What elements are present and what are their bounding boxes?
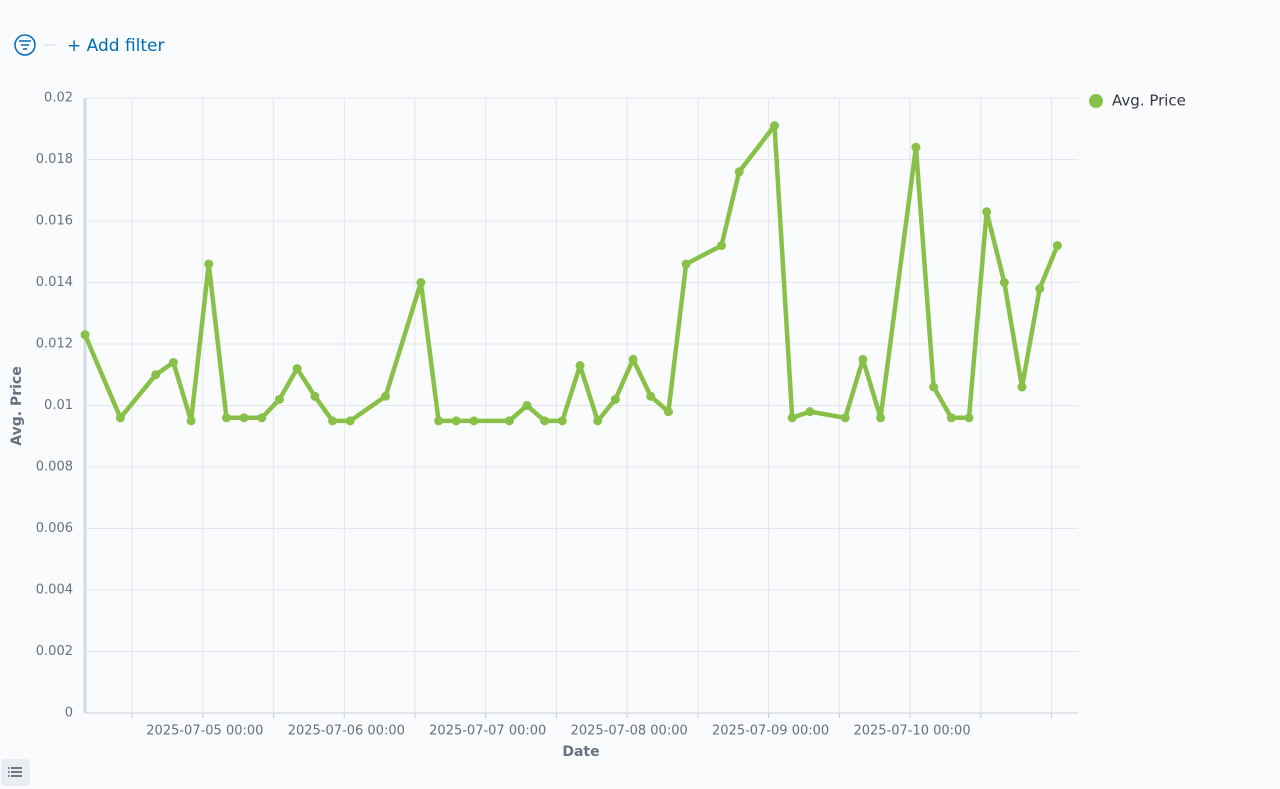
y-tick-label: 0.012 bbox=[36, 337, 73, 352]
legend-toggle[interactable] bbox=[1, 759, 30, 786]
data-point bbox=[345, 416, 355, 426]
data-point bbox=[292, 364, 302, 374]
data-point bbox=[451, 416, 461, 426]
data-point bbox=[469, 416, 479, 426]
x-tick-label: 2025-07-09 00:00 bbox=[712, 724, 829, 739]
data-point bbox=[80, 330, 90, 340]
y-tick-label: 0.008 bbox=[36, 460, 73, 475]
data-point bbox=[593, 416, 603, 426]
data-point bbox=[770, 121, 780, 131]
x-axis-title: Date bbox=[562, 744, 599, 760]
y-tick-label: 0.016 bbox=[36, 214, 73, 229]
data-point bbox=[681, 259, 691, 269]
data-point bbox=[434, 416, 444, 426]
data-point bbox=[946, 413, 956, 423]
data-point bbox=[999, 278, 1009, 287]
data-point bbox=[716, 241, 726, 251]
data-point bbox=[204, 259, 214, 269]
data-point bbox=[221, 413, 231, 423]
y-tick-label: 0.02 bbox=[44, 91, 73, 106]
data-point bbox=[610, 394, 620, 404]
legend-swatch bbox=[1089, 94, 1103, 108]
data-point bbox=[381, 391, 391, 401]
data-point bbox=[1035, 284, 1045, 294]
y-tick-label: 0 bbox=[65, 706, 73, 721]
data-point bbox=[1052, 241, 1062, 251]
series-line bbox=[82, 123, 1060, 424]
x-tick-label: 2025-07-06 00:00 bbox=[288, 724, 405, 739]
data-point bbox=[1017, 382, 1027, 392]
data-point bbox=[274, 394, 284, 404]
data-point bbox=[257, 413, 267, 423]
data-point bbox=[168, 357, 178, 367]
data-point bbox=[115, 413, 125, 423]
data-point bbox=[911, 142, 921, 152]
data-point bbox=[328, 416, 338, 426]
data-point bbox=[929, 382, 939, 392]
data-point bbox=[151, 370, 161, 380]
data-point bbox=[982, 207, 992, 217]
add-filter[interactable]: + Add filter bbox=[67, 36, 165, 56]
data-point bbox=[646, 391, 656, 401]
data-point bbox=[734, 167, 744, 177]
data-point bbox=[805, 407, 815, 417]
data-point bbox=[310, 391, 320, 401]
legend-label: Avg. Price bbox=[1112, 92, 1186, 110]
data-point bbox=[628, 354, 638, 364]
y-tick-label: 0.014 bbox=[36, 275, 73, 290]
data-point bbox=[186, 416, 196, 426]
y-tick-label: 0.018 bbox=[36, 152, 73, 167]
filter-icon[interactable] bbox=[14, 34, 36, 56]
data-point bbox=[504, 416, 514, 426]
x-tick-label: 2025-07-05 00:00 bbox=[146, 724, 263, 739]
data-point bbox=[239, 413, 249, 423]
data-point bbox=[840, 413, 850, 423]
y-tick-label: 0.01 bbox=[44, 398, 73, 413]
data-point bbox=[557, 416, 567, 426]
y-tick-label: 0.006 bbox=[36, 521, 73, 536]
data-point bbox=[540, 416, 550, 426]
data-point bbox=[876, 413, 886, 423]
data-point bbox=[663, 407, 673, 417]
y-tick-label: 0.002 bbox=[36, 644, 73, 659]
y-tick-label: 0.004 bbox=[36, 583, 73, 598]
data-point bbox=[964, 413, 974, 423]
data-point bbox=[787, 413, 797, 423]
x-tick-label: 2025-07-08 00:00 bbox=[571, 724, 688, 739]
data-point bbox=[858, 354, 868, 364]
data-point bbox=[575, 361, 585, 371]
data-point bbox=[522, 401, 532, 410]
x-tick-label: 2025-07-07 00:00 bbox=[429, 724, 546, 739]
y-axis-title: Avg. Price bbox=[9, 366, 25, 445]
x-tick-label: 2025-07-10 00:00 bbox=[853, 724, 970, 739]
data-point bbox=[416, 278, 426, 287]
